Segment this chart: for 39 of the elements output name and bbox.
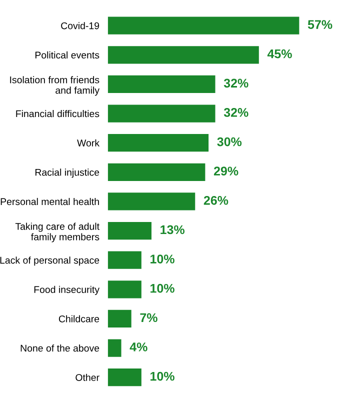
y-tick-label: Lack of personal space [0,256,100,266]
bar [108,280,142,298]
y-tick-label: Financial difficulties [16,110,100,118]
y-tick-label: Personal mental health [0,198,99,206]
y-tick-label: None of the above [20,344,100,352]
y-tick-label: Racial injustice [35,168,100,178]
bar [108,104,216,122]
data-label: 26% [204,196,228,205]
data-label: 4% [130,342,148,352]
data-label: 32% [224,78,248,88]
y-tick-label: Political events [35,51,100,59]
bar [108,16,300,34]
y-tick-label: Childcare [58,315,100,322]
bar [108,368,142,386]
bar [108,251,142,269]
data-label: 29% [214,166,238,176]
data-label: 13% [160,225,185,234]
data-label: 57% [308,20,332,29]
y-tick-label: Isolation from friends and family [10,76,100,96]
data-label: 10% [150,372,174,381]
data-label: 32% [224,108,248,117]
y-tick-label: Other [76,374,100,381]
data-label: 30% [217,137,242,146]
y-tick-label: Food insecurity [34,286,100,295]
data-label: 10% [150,254,174,264]
y-tick-label: Taking care of adult family members [15,222,100,242]
bar [108,192,196,210]
data-label: 7% [140,313,158,322]
bar [108,339,122,357]
bar [108,75,216,94]
bar [108,134,209,152]
data-label: 10% [150,284,174,293]
bar [108,310,132,328]
bar [108,46,259,64]
y-tick-label: Covid-19 [61,22,100,30]
y-tick-label: Work [77,139,100,146]
bar [108,222,152,240]
bar [108,163,206,181]
data-label: 45% [267,49,292,58]
